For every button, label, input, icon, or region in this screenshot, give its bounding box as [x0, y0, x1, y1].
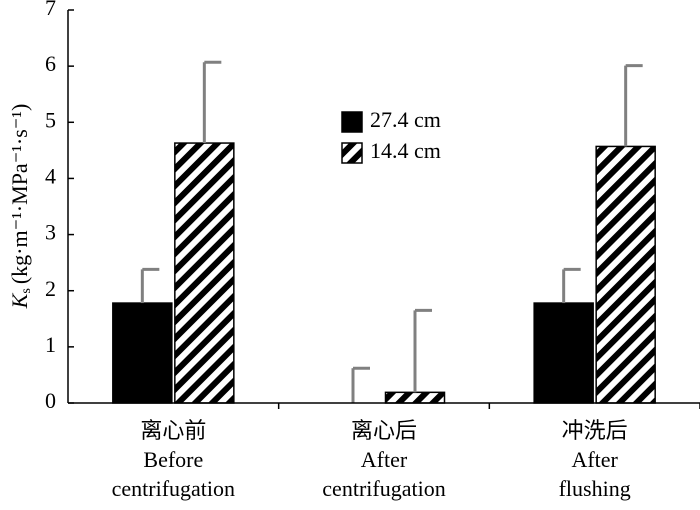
legend-label: 27.4 cm — [370, 107, 441, 132]
error-bar — [351, 366, 370, 403]
bar — [384, 391, 446, 404]
x-tick-label: 冲洗后 — [562, 418, 628, 443]
legend-swatch — [341, 142, 363, 164]
legend-swatch — [341, 111, 363, 133]
bar — [533, 302, 594, 404]
x-tick-label: flushing — [559, 476, 631, 501]
y-tick-label: 5 — [45, 107, 56, 132]
y-tick-label: 2 — [45, 276, 56, 301]
y-tick-label: 7 — [45, 0, 56, 20]
x-tick-label: After — [361, 447, 408, 472]
y-tick-label: 6 — [45, 51, 56, 76]
bar — [174, 142, 235, 404]
bar — [112, 302, 173, 404]
y-tick-label: 3 — [45, 220, 56, 245]
error-bar — [413, 308, 432, 393]
y-axis-label: Ks(kg·m⁻¹·MPa⁻¹·s⁻¹) — [7, 104, 34, 310]
x-tick-label: 离心后 — [351, 418, 417, 443]
x-tick-label: centrifugation — [322, 476, 445, 501]
y-tick-label: 0 — [45, 388, 56, 413]
legend-label: 14.4 cm — [370, 138, 441, 163]
y-tick-label: 4 — [45, 163, 56, 188]
x-tick-label: centrifugation — [112, 476, 235, 501]
error-bar — [624, 64, 643, 147]
error-bar — [140, 267, 160, 304]
x-tick-label: 离心前 — [140, 418, 206, 443]
error-bar — [562, 267, 581, 304]
x-tick-label: After — [571, 447, 618, 472]
error-bar — [202, 60, 222, 144]
bar — [595, 145, 656, 404]
x-tick-label: Before — [143, 447, 203, 472]
y-tick-label: 1 — [45, 332, 56, 357]
